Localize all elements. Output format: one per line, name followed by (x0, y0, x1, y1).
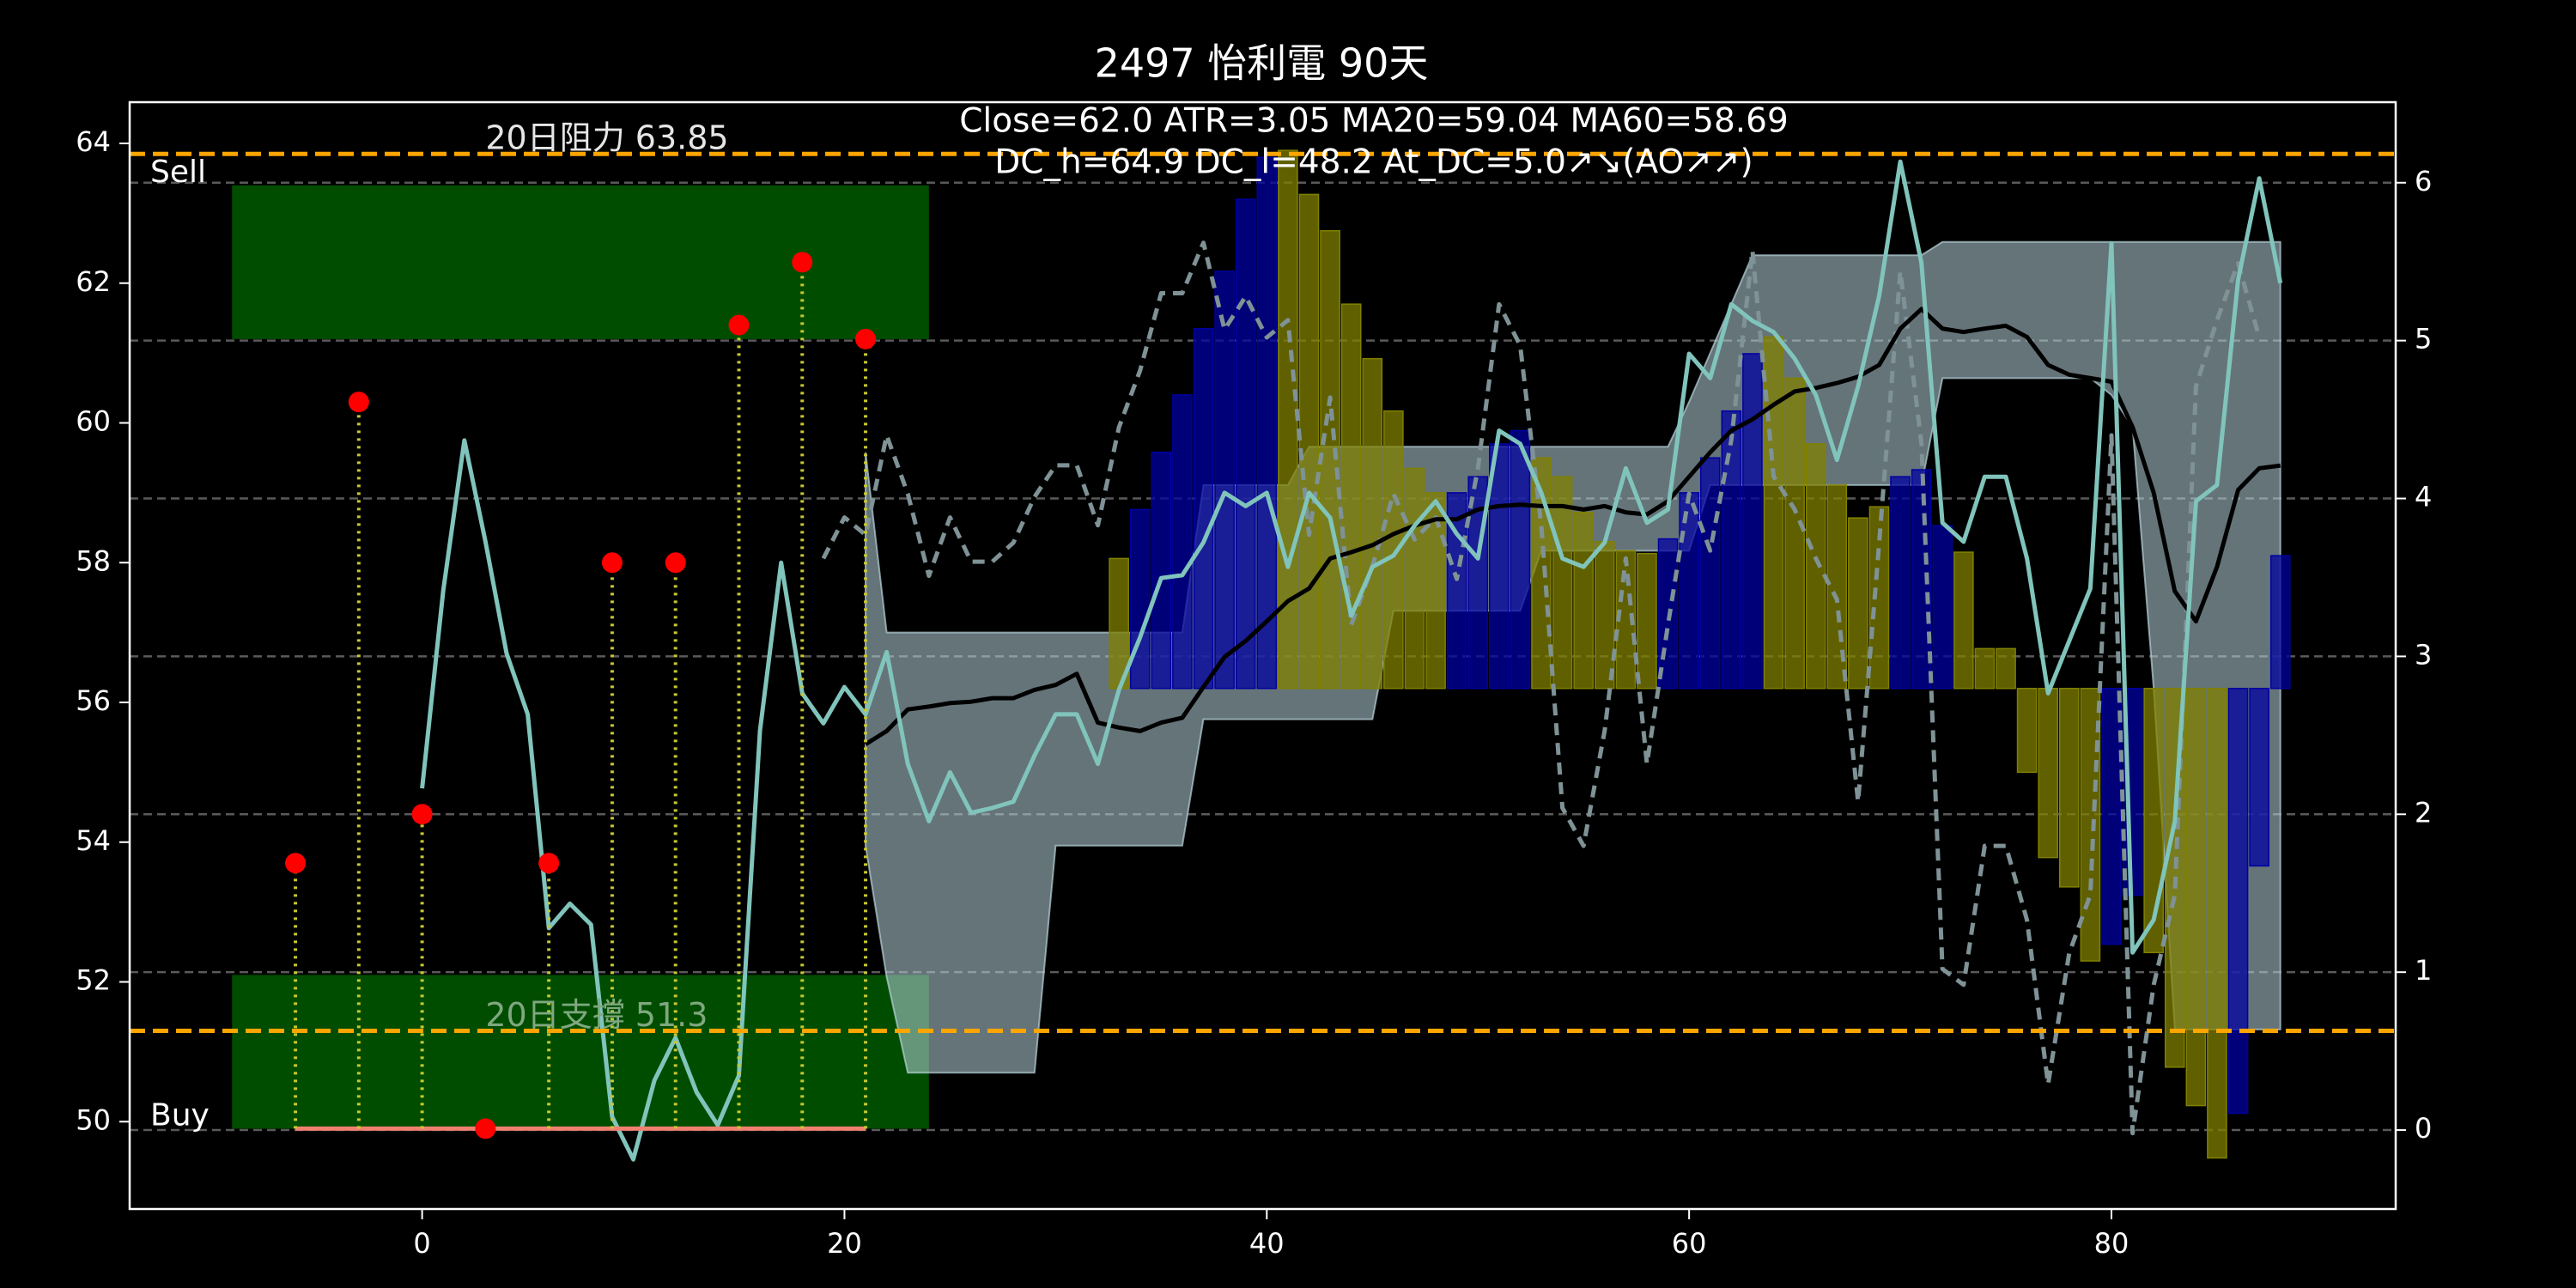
bar (1890, 476, 1911, 690)
bar (1552, 476, 1573, 690)
hline-layer: 20日阻力 63.85 20日支撐 51.3 (130, 119, 2396, 1034)
y2-tick-label: 2 (2415, 796, 2432, 829)
bar (1996, 647, 2016, 690)
zone-label: Sell (150, 155, 206, 190)
line (821, 240, 2262, 1136)
y-tick-label: 52 (76, 964, 111, 997)
bar (1637, 552, 1657, 690)
annotation: DC_h=64.9 DC_l=48.2 At_DC=5.0↗↘(AO↗↗) (994, 143, 1753, 182)
point (728, 314, 750, 336)
reference-label: 20日支撐 51.3 (485, 996, 708, 1034)
x-tick-label: 20 (827, 1227, 862, 1260)
bar (1172, 394, 1193, 690)
chart-title: 2497 怡利電 90天 (1095, 40, 1429, 87)
zone (232, 185, 929, 339)
bar (1932, 525, 1953, 690)
bar (1151, 451, 1172, 690)
bar (1974, 647, 1996, 690)
zone-label: Buy (150, 1097, 210, 1133)
point (601, 552, 623, 574)
bar (1256, 156, 1278, 690)
plot-area: 20日阻力 63.85 20日支撐 51.3 (130, 119, 2396, 1162)
line (420, 159, 2283, 1162)
bar (1362, 357, 1383, 690)
y-tick-label: 64 (76, 125, 111, 158)
bar (1383, 410, 1404, 690)
point (285, 853, 307, 874)
y-tick-label: 50 (76, 1103, 111, 1136)
bar (1129, 508, 1151, 690)
bar (1805, 443, 1826, 690)
y2-tick-label: 4 (2415, 481, 2432, 513)
zone (232, 975, 929, 1129)
reference-label: 20日阻力 63.85 (485, 119, 728, 157)
y-tick-label: 58 (76, 544, 111, 577)
bar (2143, 687, 2164, 954)
point (855, 328, 877, 349)
y2-tick-label: 1 (2415, 954, 2432, 987)
y2-tick-label: 3 (2415, 638, 2432, 671)
line (864, 307, 2281, 746)
line-layer (295, 159, 2283, 1162)
point (411, 804, 433, 825)
y-tick-label: 54 (76, 824, 111, 857)
y2-tick-label: 5 (2415, 323, 2432, 355)
bar (1721, 410, 1742, 690)
bar (1953, 551, 1974, 690)
bar (2080, 687, 2101, 962)
axes-frame (128, 100, 2397, 1211)
bar (1235, 198, 1256, 690)
bar (1784, 377, 1805, 690)
x-tick-label: 40 (1249, 1227, 1285, 1260)
bar (2101, 687, 2122, 945)
bar (1425, 492, 1446, 690)
bar (1340, 303, 1362, 690)
bar (2269, 555, 2291, 690)
bar (2227, 687, 2249, 1115)
y2-tick-label: 6 (2415, 165, 2432, 197)
bar (1699, 457, 1721, 690)
scatter-layer (285, 252, 877, 1139)
bar (1510, 429, 1531, 690)
bar (2058, 687, 2080, 888)
y2-tick-label: 0 (2415, 1112, 2432, 1145)
x-tick-label: 80 (2094, 1227, 2129, 1260)
bar (2038, 687, 2059, 859)
bar (2207, 687, 2227, 1159)
bar (1193, 327, 1214, 690)
bar (1214, 270, 1235, 690)
bar (1763, 336, 1784, 690)
bar (1848, 517, 1868, 690)
bar (1573, 511, 1594, 690)
point (538, 853, 560, 874)
bar (1742, 353, 1763, 690)
annotation: Close=62.0 ATR=3.05 MA20=59.04 MA60=58.6… (959, 102, 1789, 141)
point (475, 1118, 496, 1139)
bar (1298, 193, 1320, 690)
point (665, 552, 686, 574)
x-tick-label: 0 (413, 1227, 430, 1260)
y-tick-label: 62 (76, 265, 111, 298)
bar (2016, 687, 2038, 774)
y-tick-label: 60 (76, 405, 111, 438)
point (792, 252, 813, 273)
bar (2185, 687, 2207, 1107)
bar (2249, 687, 2269, 867)
bar (1531, 457, 1552, 690)
bar (1404, 467, 1425, 690)
zone-layer (232, 185, 929, 1129)
bar (1594, 541, 1615, 690)
point (348, 392, 369, 413)
x-tick-label: 60 (1672, 1227, 1707, 1260)
bar (1868, 506, 1890, 690)
y-tick-label: 56 (76, 684, 111, 717)
